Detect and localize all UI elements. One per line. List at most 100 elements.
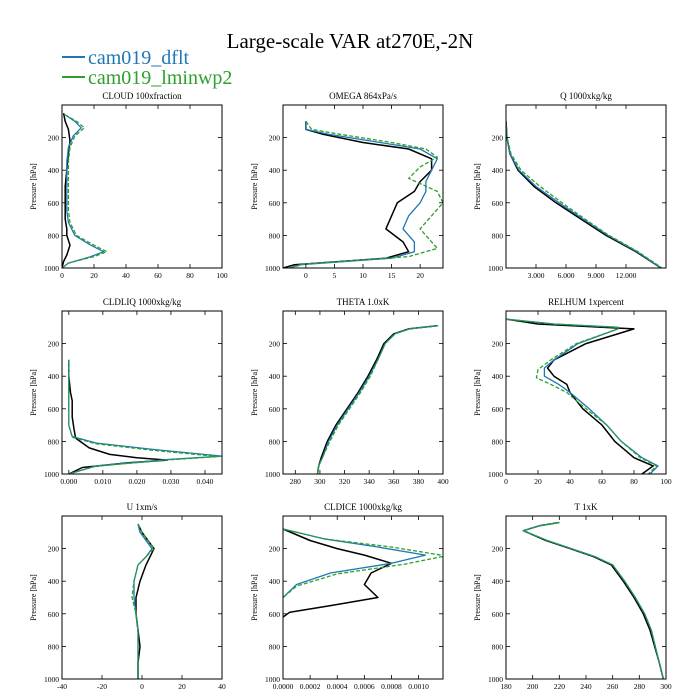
panel-title: T 1xK: [574, 502, 598, 512]
y-tick-label: 600: [48, 405, 60, 414]
x-tick-label: 40: [566, 477, 574, 486]
y-tick-label: 200: [48, 134, 60, 143]
x-tick-label: 40: [122, 271, 130, 280]
x-tick-label: 0: [504, 477, 508, 486]
x-tick-label: 6.000: [558, 271, 575, 280]
x-tick-label: 9.000: [588, 271, 605, 280]
series-line-cam019_lminwp2: [288, 120, 443, 268]
legend-item-2: cam019_lminwp2: [62, 67, 232, 89]
x-tick-label: 0.000: [60, 477, 77, 486]
x-tick-label: 12.000: [616, 271, 637, 280]
panel-4: CLDLIQ 1000xkg/kg Pressure [hPa] 0.000 0.01…: [29, 297, 223, 486]
y-tick-label: 800: [269, 231, 281, 240]
series-line-cam019_lminwp2: [316, 325, 439, 474]
y-tick-label: 400: [492, 372, 504, 381]
series-line-cam019_dflt: [506, 121, 662, 268]
x-tick-label: 80: [186, 271, 194, 280]
x-tick-label: 40: [218, 682, 226, 691]
x-tick-label: 280: [290, 477, 302, 486]
y-tick-label: 400: [492, 577, 504, 586]
x-tick-label: 10: [359, 271, 367, 280]
x-tick-label: 0.0000: [273, 682, 294, 691]
y-tick-label: 200: [269, 340, 281, 349]
series-line-cam019_dflt: [522, 521, 664, 679]
panel-2: OMEGA 864xPa/s Pressure [hPa] 0 5 10 15 20 200 4…: [250, 91, 444, 280]
series-group: [506, 121, 663, 268]
x-tick-label: 5: [333, 271, 337, 280]
series-line-cam019_lminwp2: [131, 523, 155, 679]
series-line-cam019_dflt: [68, 359, 222, 474]
panel-title: Q 1000xkg/kg: [560, 91, 612, 101]
x-tick-label: 180: [500, 682, 512, 691]
plot-frame: [282, 310, 444, 475]
x-tick-label: 0: [60, 271, 64, 280]
plot-frame: [505, 310, 667, 475]
y-axis-label: Pressure [hPa]: [29, 574, 38, 621]
x-tick-label: 240: [580, 682, 592, 691]
legend-label: cam019_lminwp2: [88, 67, 232, 89]
series-line-reference: [283, 121, 433, 268]
x-tick-label: 320: [339, 477, 351, 486]
x-tick-label: 340: [364, 477, 376, 486]
series-line-cam019_lminwp2: [522, 521, 664, 679]
y-tick-label: 200: [48, 545, 60, 554]
y-tick-label: 1000: [44, 470, 59, 479]
x-tick-label: 80: [630, 477, 638, 486]
y-tick-label: 1000: [265, 470, 280, 479]
plot-frame: [505, 104, 667, 269]
y-tick-label: 400: [269, 372, 281, 381]
y-tick-label: 200: [492, 340, 504, 349]
y-tick-label: 200: [492, 545, 504, 554]
y-tick-label: 600: [269, 405, 281, 414]
x-tick-label: 360: [388, 477, 400, 486]
x-tick-label: 0: [140, 682, 144, 691]
x-tick-label: 400: [437, 477, 449, 486]
y-axis-label: Pressure [hPa]: [473, 574, 482, 621]
y-tick-label: 400: [492, 166, 504, 175]
x-tick-label: 300: [660, 682, 672, 691]
x-tick-label: 300: [314, 477, 326, 486]
x-tick-label: -40: [57, 682, 67, 691]
y-tick-label: 600: [48, 610, 60, 619]
x-tick-label: 15: [388, 271, 396, 280]
series-group: [68, 359, 222, 474]
x-tick-label: 100: [216, 271, 228, 280]
plot-frame: [505, 515, 667, 680]
y-tick-label: 1000: [265, 264, 280, 273]
y-tick-label: 1000: [488, 470, 503, 479]
x-tick-label: 20: [534, 477, 542, 486]
series-line-cam019_dflt: [62, 114, 105, 268]
legend-item-1: cam019_dflt: [62, 47, 190, 69]
y-tick-label: 800: [269, 437, 281, 446]
y-tick-label: 600: [492, 610, 504, 619]
panel-title: OMEGA 864xPa/s: [329, 91, 397, 101]
y-tick-label: 200: [269, 134, 281, 143]
series-group: [62, 113, 108, 268]
series-group: [131, 523, 155, 679]
y-tick-label: 600: [48, 199, 60, 208]
panel-title: U 1xm/s: [127, 502, 158, 512]
y-tick-label: 1000: [44, 675, 59, 684]
series-line-cam019_lminwp2: [62, 114, 108, 268]
y-tick-label: 200: [269, 545, 281, 554]
y-axis-label: Pressure [hPa]: [250, 574, 259, 621]
series-line-cam019_dflt: [316, 325, 439, 474]
y-axis-label: Pressure [hPa]: [250, 163, 259, 210]
x-tick-label: 220: [554, 682, 566, 691]
panel-title: CLOUD 100xfraction: [102, 91, 182, 101]
x-tick-label: 0: [304, 271, 308, 280]
y-tick-label: 400: [48, 577, 60, 586]
x-tick-label: 0.040: [197, 477, 214, 486]
x-tick-label: 20: [416, 271, 424, 280]
y-axis-label: Pressure [hPa]: [473, 369, 482, 416]
y-tick-label: 600: [492, 405, 504, 414]
series-group: [522, 521, 665, 679]
series-group: [283, 120, 443, 268]
y-tick-label: 800: [269, 642, 281, 651]
series-line-cam019_dflt: [288, 121, 438, 268]
y-tick-label: 1000: [265, 675, 280, 684]
x-tick-label: 380: [413, 477, 425, 486]
series-line-cam019_lminwp2: [506, 318, 658, 474]
x-tick-label: 60: [598, 477, 606, 486]
y-tick-label: 800: [48, 231, 60, 240]
